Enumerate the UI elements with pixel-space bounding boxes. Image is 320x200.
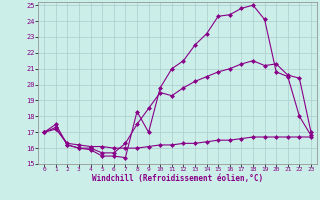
X-axis label: Windchill (Refroidissement éolien,°C): Windchill (Refroidissement éolien,°C) [92,174,263,183]
